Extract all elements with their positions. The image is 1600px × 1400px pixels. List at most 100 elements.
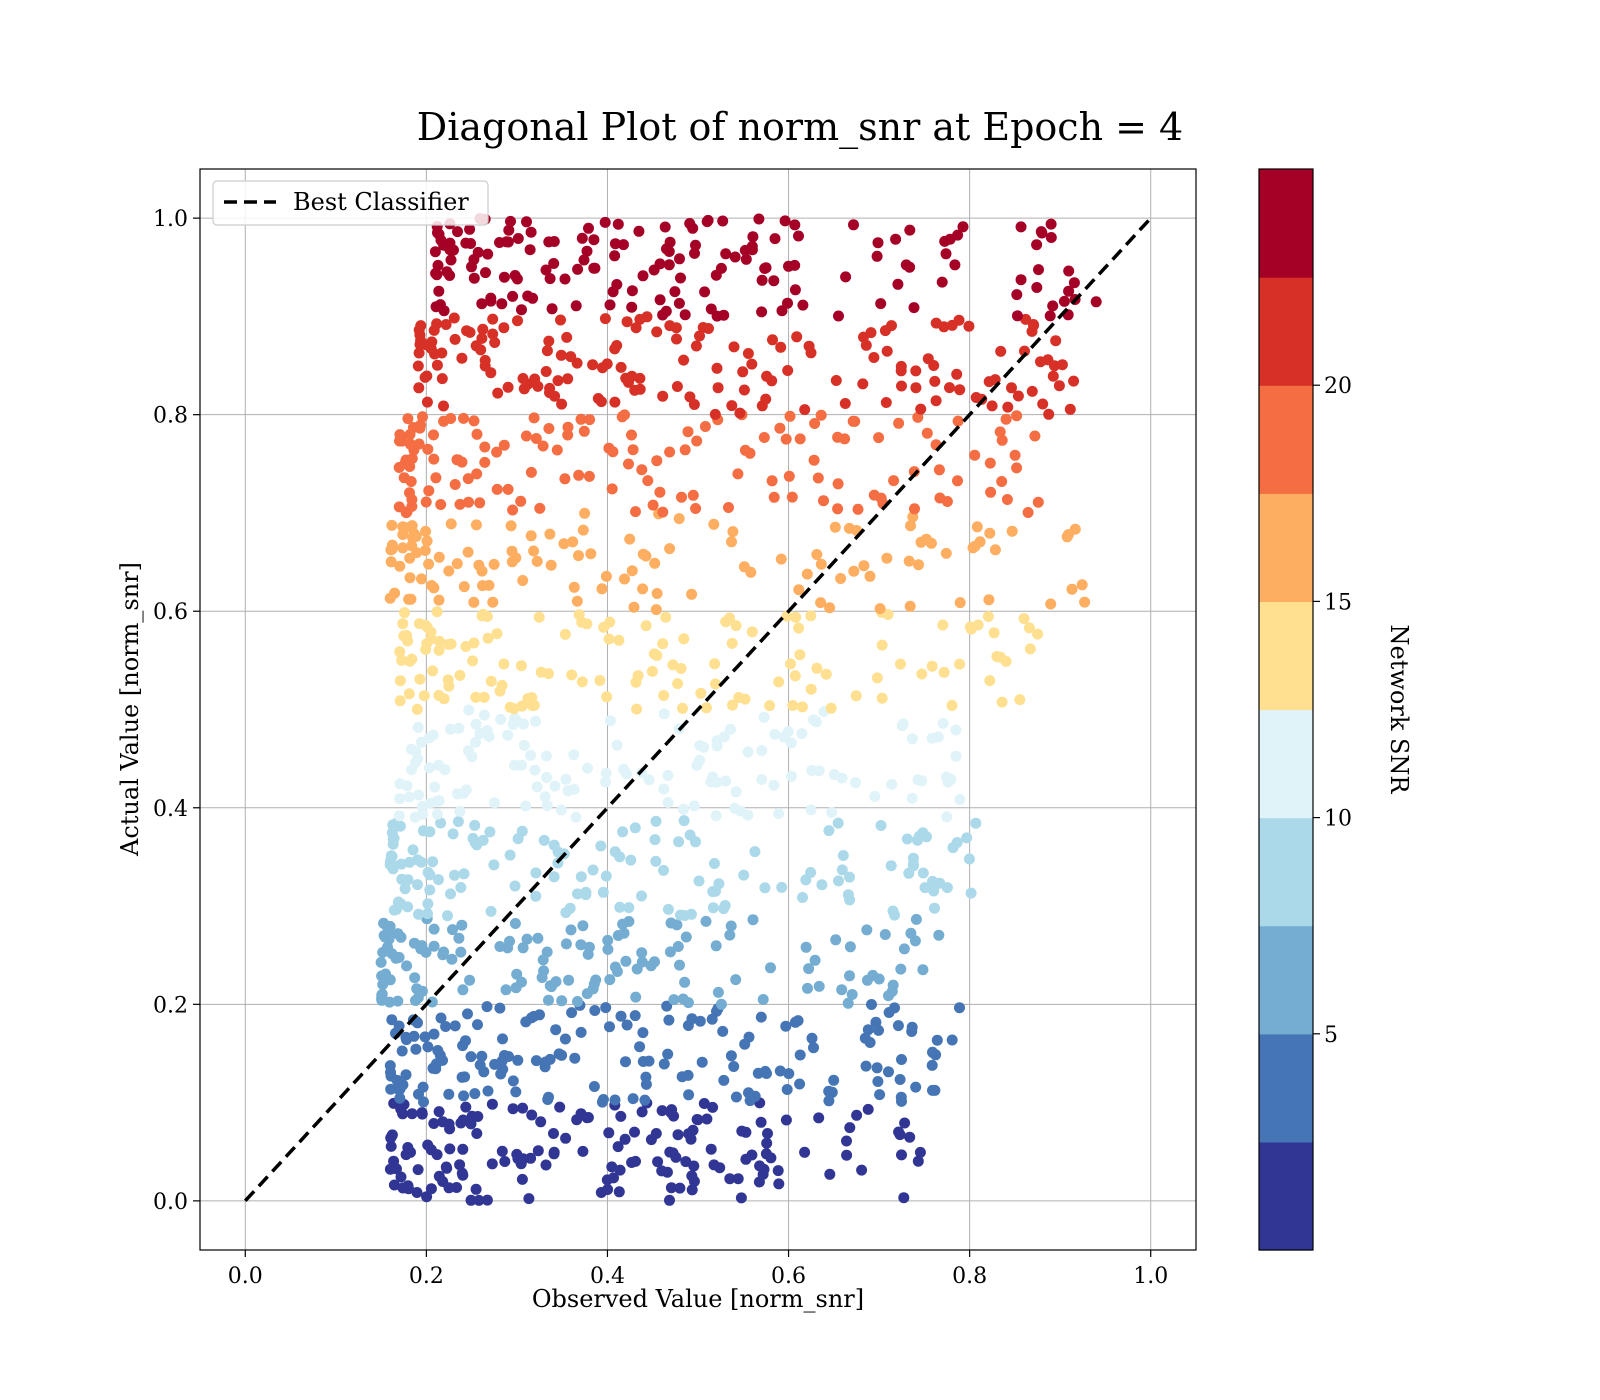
scatter-point	[944, 382, 955, 394]
scatter-point	[726, 400, 738, 412]
scatter-point	[702, 214, 714, 226]
scatter-point	[415, 943, 427, 955]
scatter-point	[476, 565, 488, 577]
colorbar	[1259, 169, 1313, 1251]
scatter-point	[756, 306, 768, 318]
scatter-point	[1006, 525, 1018, 537]
scatter-point	[530, 1055, 542, 1067]
scatter-point	[783, 260, 794, 272]
scatter-point	[1001, 494, 1013, 505]
scatter-point	[969, 449, 981, 461]
scatter-point	[563, 974, 575, 986]
scatter-point	[406, 494, 418, 506]
scatter-point	[417, 411, 428, 423]
scatter-point	[570, 811, 582, 823]
scatter-point	[989, 544, 1001, 556]
scatter-point	[767, 334, 778, 346]
scatter-point	[1028, 319, 1040, 331]
scatter-point	[548, 258, 560, 269]
colorbar-segment	[1259, 277, 1313, 386]
scatter-point	[619, 1133, 631, 1145]
scatter-point	[517, 942, 529, 954]
scatter-point	[773, 808, 785, 819]
scatter-point	[412, 992, 424, 1004]
scatter-point	[428, 923, 440, 935]
colorbar-ticks: 5 10 15 20	[1313, 374, 1352, 1048]
scatter-point	[712, 382, 724, 394]
scatter-point	[1043, 408, 1055, 420]
scatter-point	[460, 641, 472, 652]
y-tick-label: 0.4	[153, 797, 188, 822]
scatter-point	[435, 1012, 447, 1024]
scatter-point	[922, 353, 934, 365]
scatter-point	[426, 580, 438, 591]
scatter-point	[890, 233, 902, 245]
scatter-point	[397, 618, 409, 630]
scatter-point	[636, 1106, 648, 1118]
scatter-point	[611, 340, 623, 351]
scatter-point	[538, 965, 550, 977]
grid-lines	[200, 169, 1196, 1250]
scatter-point	[710, 885, 721, 897]
scatter-point	[590, 974, 602, 986]
scatter-point	[930, 395, 942, 407]
scatter-point	[454, 805, 466, 817]
scatter-point	[413, 382, 425, 394]
scatter-point	[472, 1111, 484, 1122]
scatter-point	[433, 1106, 445, 1118]
scatter-point	[618, 239, 629, 251]
scatter-point	[730, 620, 742, 632]
scatter-point	[600, 767, 612, 779]
scatter-point	[588, 1081, 600, 1092]
scatter-point	[405, 593, 417, 605]
scatter-point	[420, 496, 432, 508]
scatter-point	[431, 1149, 443, 1161]
scatter-point	[823, 825, 835, 837]
scatter-point	[552, 375, 564, 387]
scatter-point	[546, 303, 558, 315]
scatter-point	[496, 298, 508, 310]
scatter-point	[686, 1184, 698, 1196]
scatter-point	[552, 846, 564, 858]
scatter-point	[569, 1052, 581, 1064]
scatter-point	[578, 425, 590, 437]
scatter-point	[654, 294, 666, 306]
scatter-point	[577, 1145, 589, 1157]
x-axis-label: Observed Value [norm_snr]	[532, 1285, 864, 1313]
scatter-point	[848, 565, 860, 577]
scatter-point	[642, 475, 654, 487]
scatter-point	[385, 1066, 396, 1078]
scatter-point	[651, 588, 663, 599]
scatter-point	[488, 859, 500, 871]
scatter-point	[872, 1076, 884, 1087]
scatter-point	[783, 470, 795, 482]
scatter-point	[402, 413, 414, 425]
scatter-point	[673, 297, 685, 309]
scatter-point	[866, 999, 877, 1010]
scatter-point	[737, 366, 749, 378]
scatter-point	[965, 623, 977, 635]
scatter-point	[950, 750, 962, 762]
scatter-point	[434, 635, 445, 647]
scatter-point	[996, 434, 1008, 446]
scatter-point	[856, 1164, 868, 1176]
scatter-point	[746, 626, 758, 638]
scatter-point	[559, 473, 571, 485]
scatter-point	[470, 519, 482, 531]
scatter-point	[883, 990, 894, 1002]
scatter-point	[388, 1179, 400, 1191]
scatter-point	[436, 373, 448, 385]
scatter-point	[720, 248, 732, 260]
scatter-point	[813, 980, 825, 992]
scatter-point	[404, 438, 416, 450]
scatter-point	[639, 1094, 651, 1106]
scatter-point	[781, 1084, 793, 1095]
scatter-point	[489, 797, 500, 809]
scatter-point	[482, 248, 494, 260]
scatter-point	[612, 218, 624, 230]
scatter-point	[393, 462, 405, 473]
scatter-point	[409, 972, 421, 984]
scatter-point	[463, 704, 475, 716]
scatter-point	[494, 1002, 506, 1014]
scatter-point	[592, 393, 604, 404]
